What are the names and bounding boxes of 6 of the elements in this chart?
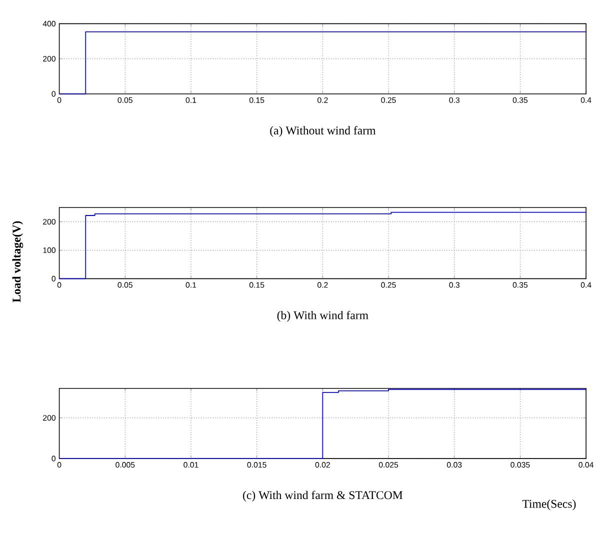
text: (a) Without wind farm (270, 126, 376, 138)
text: (b) With wind farm (277, 311, 368, 322)
x-axis-title: Time(Secs) (522, 500, 576, 510)
line-series (58, 389, 586, 460)
text: (c) With wind farm & STATCOM (243, 490, 403, 502)
y-axis-title: Load voltage(V) (12, 221, 24, 302)
